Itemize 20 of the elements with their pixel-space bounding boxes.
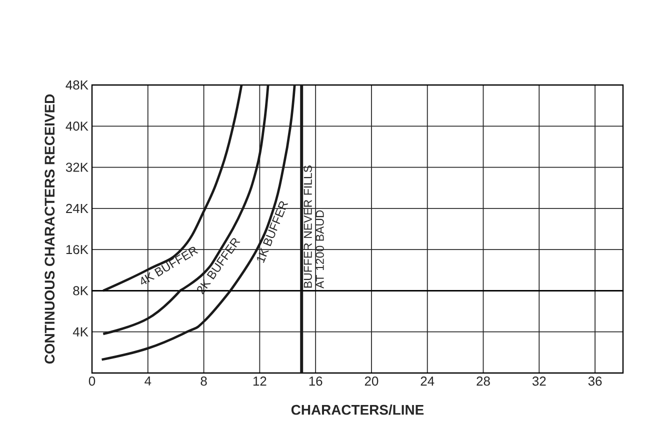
x-tick-label: 0 bbox=[88, 376, 96, 386]
y-tick-label: 24K bbox=[66, 204, 88, 213]
x-tick-label: 24 bbox=[420, 376, 434, 386]
y-tick-label: 8K bbox=[73, 286, 88, 296]
ref-line-label: BUFFER NEVER FILLS AT 1200 BAUD bbox=[304, 166, 324, 288]
x-tick-label: 20 bbox=[364, 376, 378, 386]
y-tick-label: 40K bbox=[66, 122, 88, 131]
x-axis-title: CHARACTERS/LINE bbox=[291, 404, 424, 415]
x-tick-label: 36 bbox=[588, 376, 602, 386]
y-tick-label: 4K bbox=[72, 327, 88, 336]
x-tick-label: 16 bbox=[309, 376, 322, 386]
x-tick-label: 8 bbox=[200, 376, 207, 386]
x-tick-label: 32 bbox=[532, 376, 546, 386]
y-axis-title: CONTINUOUS CHARACTERS RECEIVED bbox=[44, 94, 55, 364]
x-tick-label: 28 bbox=[476, 376, 490, 386]
x-tick-label: 4 bbox=[144, 376, 152, 386]
y-tick-label: 16K bbox=[66, 244, 88, 254]
x-tick-label: 12 bbox=[253, 376, 266, 386]
y-tick-label: 48K bbox=[66, 80, 88, 90]
y-tick-label: 32K bbox=[66, 162, 88, 172]
